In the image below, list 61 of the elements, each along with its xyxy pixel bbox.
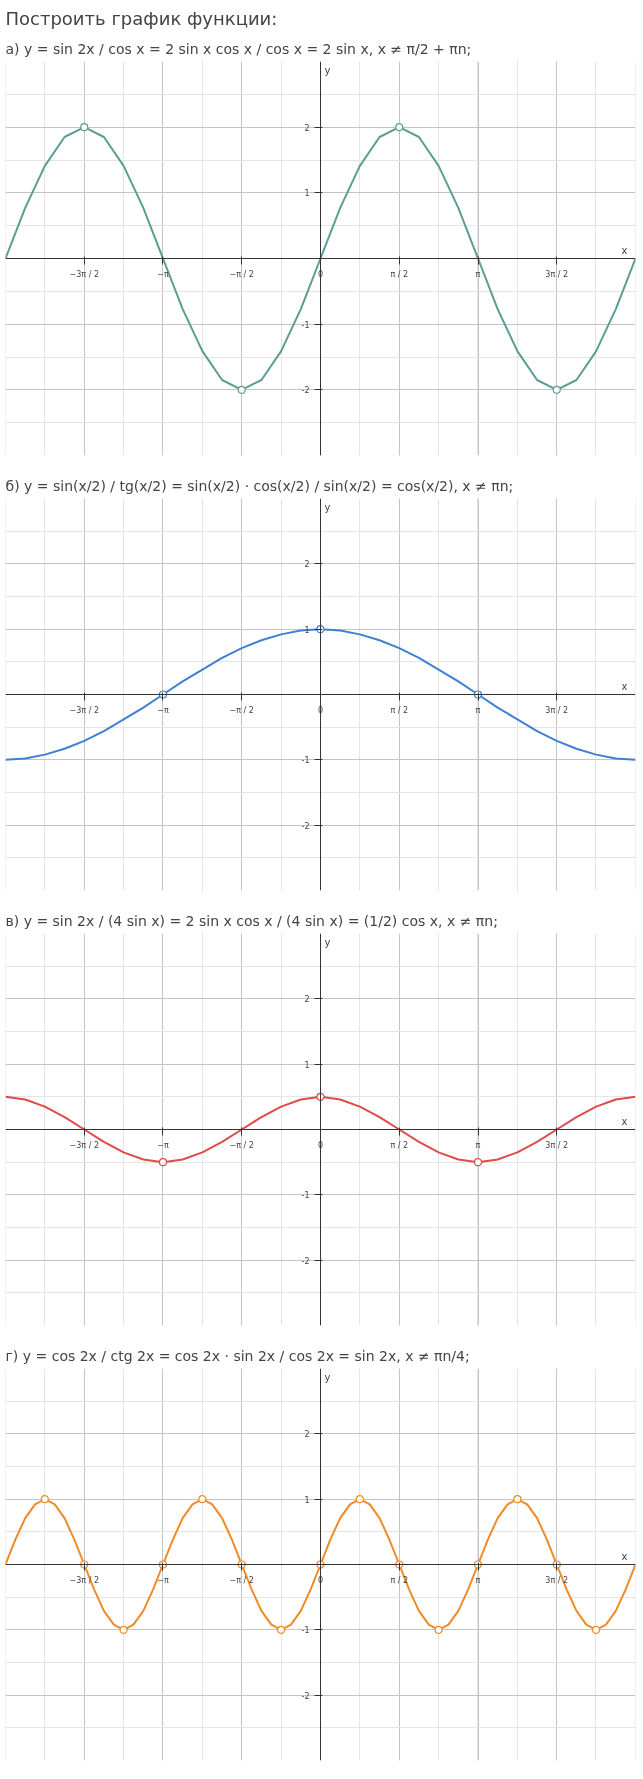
y-tick-label: -1 xyxy=(301,1626,310,1636)
x-tick-label: 3π / 2 xyxy=(545,705,569,715)
y-tick-label: -1 xyxy=(301,1191,310,1201)
y-tick-label: 1 xyxy=(304,1495,310,1505)
x-tick-label: −π xyxy=(157,269,169,279)
x-tick-label: π xyxy=(475,269,481,279)
chart-title: б) y = sin(x/2) / tg(x/2) = sin(x/2) · cos(x/2) / sin(x/2) = cos(x/2), x ≠ πn; xyxy=(5,477,514,494)
y-tick-label: 2 xyxy=(304,123,310,133)
x-axis-title: x xyxy=(621,244,628,256)
x-tick-label: π / 2 xyxy=(390,1575,409,1585)
y-tick-label: 1 xyxy=(304,625,310,635)
point xyxy=(119,1625,128,1634)
x-axis-title: x xyxy=(621,1550,628,1562)
x-tick-label: −π / 2 xyxy=(229,1575,254,1585)
y-tick-label: -1 xyxy=(301,320,310,330)
x-tick-label: 3π / 2 xyxy=(545,1575,569,1585)
y-axis-title: y xyxy=(324,501,331,513)
x-tick-label: −3π / 2 xyxy=(69,1575,100,1585)
y-tick-label: -2 xyxy=(301,1691,310,1701)
x-tick-label: π / 2 xyxy=(390,269,409,279)
y-tick-label: 2 xyxy=(304,1430,310,1440)
chart-title: а) y = sin 2x / cos x = 2 sin x cos x / cos x = 2 sin x, x ≠ π/2 + πn; xyxy=(5,40,472,57)
x-tick-label: −π / 2 xyxy=(229,1140,254,1150)
x-axis-title: x xyxy=(621,1115,628,1127)
x-tick-label: π / 2 xyxy=(390,1140,409,1150)
point xyxy=(355,1495,364,1504)
point xyxy=(592,1625,601,1634)
point xyxy=(277,1625,286,1634)
x-tick-label: −π / 2 xyxy=(229,705,254,715)
y-tick-label: -2 xyxy=(301,1256,310,1266)
y-tick-label: 2 xyxy=(304,560,310,570)
y-tick-label: 1 xyxy=(304,1060,310,1070)
text: Построить график функции: xyxy=(5,7,278,29)
x-tick-label: −3π / 2 xyxy=(69,269,100,279)
x-tick-label: −π xyxy=(157,1140,169,1150)
x-tick-label: π xyxy=(475,1140,481,1150)
y-axis-title: y xyxy=(324,936,331,948)
y-tick-label: -2 xyxy=(301,821,310,831)
chart-title: г) y = cos 2x / ctg 2x = cos 2x · sin 2x / cos 2x = sin 2x, x ≠ πn/4; xyxy=(5,1347,470,1364)
x-tick-label: 3π / 2 xyxy=(545,269,569,279)
y-tick-label: -2 xyxy=(301,386,310,396)
point xyxy=(40,1495,49,1504)
x-tick-label: −π xyxy=(157,1575,169,1585)
point xyxy=(198,1495,207,1504)
x-tick-label: −π / 2 xyxy=(229,269,254,279)
x-tick-label: −3π / 2 xyxy=(69,1140,100,1150)
y-tick-label: -1 xyxy=(301,756,310,766)
x-axis-title: x xyxy=(621,680,628,692)
x-tick-label: −π xyxy=(157,705,169,715)
x-tick-label: 3π / 2 xyxy=(545,1140,569,1150)
x-tick-label: π xyxy=(475,705,481,715)
point xyxy=(513,1495,522,1504)
y-axis-title: y xyxy=(324,64,331,76)
x-tick-label: −3π / 2 xyxy=(69,705,100,715)
chart-title: в) y = sin 2x / (4 sin x) = 2 sin x cos x / (4 sin x) = (1/2) cos x, x ≠ πn; xyxy=(5,912,498,929)
y-axis-title: y xyxy=(324,1371,331,1383)
y-tick-label: 2 xyxy=(304,995,310,1005)
x-tick-label: π xyxy=(475,1575,481,1585)
y-tick-label: 1 xyxy=(304,189,310,199)
x-tick-label: π / 2 xyxy=(390,705,409,715)
point xyxy=(434,1625,443,1634)
